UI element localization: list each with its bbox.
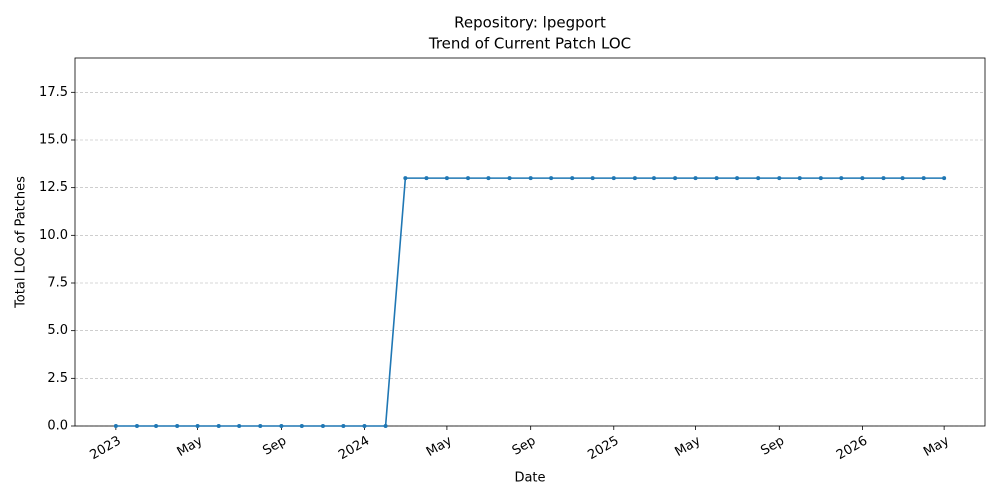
data-point: [195, 424, 200, 428]
x-axis-label: Date: [514, 471, 545, 486]
y-tick-label: 12.5: [39, 180, 68, 195]
data-point: [839, 176, 844, 181]
y-tick-label: 10.0: [39, 228, 68, 243]
data-point: [403, 176, 408, 181]
data-point: [320, 424, 325, 428]
data-point: [341, 424, 346, 428]
data-point: [258, 424, 263, 428]
data-point: [881, 176, 886, 181]
data-point: [549, 176, 554, 181]
data-point: [632, 176, 637, 181]
y-tick-label: 15.0: [39, 132, 68, 147]
data-point: [921, 176, 926, 181]
data-point: [900, 176, 905, 181]
y-tick-label: 0.0: [47, 419, 68, 434]
data-point: [279, 424, 284, 428]
data-point: [175, 424, 180, 428]
data-point: [714, 176, 719, 181]
y-tick-label: 2.5: [47, 371, 68, 386]
data-point: [486, 176, 491, 181]
data-point: [651, 176, 656, 181]
plot-frame: [74, 57, 986, 427]
data-point: [383, 424, 388, 428]
x-tick-label: May: [921, 433, 952, 460]
data-point: [466, 176, 471, 181]
data-point: [756, 176, 761, 181]
x-tick-label: Sep: [758, 434, 787, 459]
x-tick-label: 2024: [336, 434, 372, 464]
data-point: [611, 176, 616, 181]
data-point: [693, 176, 698, 181]
data-point: [570, 176, 575, 181]
x-tick-label: 2023: [87, 434, 123, 464]
y-axis-label: Total LOC of Patches: [14, 176, 29, 309]
y-tick-label: 7.5: [47, 275, 68, 290]
data-point: [154, 424, 159, 428]
data-point: [424, 176, 429, 181]
data-point: [113, 424, 118, 428]
data-point: [237, 424, 242, 428]
chart-subtitle: Trend of Current Patch LOC: [428, 35, 631, 53]
x-tick-label: May: [175, 433, 206, 460]
data-point: [735, 176, 740, 181]
data-point: [860, 176, 865, 181]
data-point: [942, 176, 947, 181]
data-point: [216, 424, 221, 428]
data-point: [590, 176, 595, 181]
x-tick-label: 2026: [834, 434, 870, 464]
data-point: [299, 424, 304, 428]
data-point: [507, 176, 512, 181]
data-point: [797, 176, 802, 181]
data-point: [444, 176, 449, 181]
y-tick-label: 17.5: [39, 85, 68, 100]
data-point: [818, 176, 823, 181]
x-tick-label: May: [672, 433, 703, 460]
data-point: [362, 424, 367, 428]
data-line: [115, 177, 945, 427]
data-point: [777, 176, 782, 181]
x-tick-label: Sep: [260, 434, 289, 459]
chart-title: Repository: lpegport: [454, 14, 606, 32]
x-tick-label: 2025: [585, 434, 621, 464]
data-point: [673, 176, 678, 181]
x-tick-label: May: [424, 433, 455, 460]
data-point: [134, 424, 139, 428]
y-tick-label: 5.0: [47, 323, 68, 338]
data-point: [528, 176, 533, 181]
x-tick-label: Sep: [510, 434, 539, 459]
